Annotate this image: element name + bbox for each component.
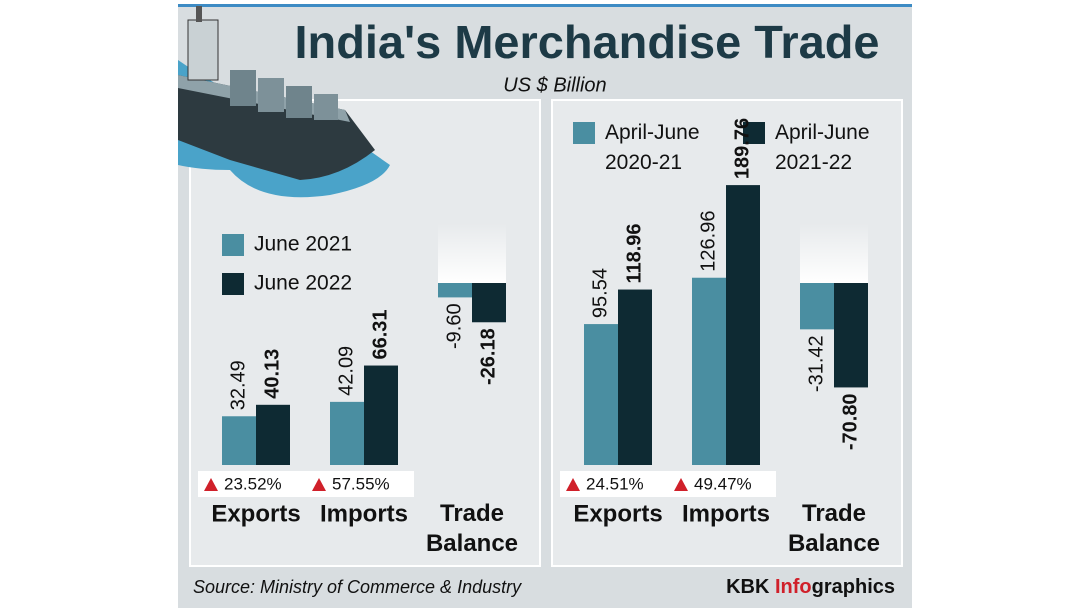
legend-label: April-June 2020-21 (605, 121, 700, 174)
change-box (668, 471, 776, 497)
change-box (306, 471, 414, 497)
category-label: Imports (320, 500, 408, 527)
value-label: 95.54 (589, 268, 611, 318)
category-label: Trade Balance (426, 500, 518, 557)
value-label: 118.96 (623, 223, 645, 283)
value-label: 32.49 (227, 360, 249, 410)
category-label: Exports (573, 500, 662, 527)
bar (726, 185, 760, 465)
bar (692, 277, 726, 465)
legend-swatch (573, 122, 595, 144)
legend-swatch (222, 234, 244, 256)
category-label: Imports (682, 500, 770, 527)
bar (618, 289, 652, 465)
up-triangle (204, 478, 218, 491)
bar (330, 401, 364, 465)
change-box (198, 471, 306, 497)
bar (256, 404, 290, 465)
title: India's Merchandise Trade (295, 16, 880, 68)
legend-swatch (222, 273, 244, 295)
value-label: 66.31 (369, 309, 391, 359)
bar (438, 283, 472, 298)
category-label: Exports (211, 500, 300, 527)
legend-label: April-June 2021-22 (775, 121, 870, 174)
up-triangle (312, 478, 326, 491)
baseline-fade (800, 223, 868, 283)
legend-label: June 2022 (254, 272, 352, 295)
change-box (560, 471, 668, 497)
bar (834, 283, 868, 388)
credit: KBK Infographics (726, 576, 895, 598)
change-label: 49.47% (694, 474, 752, 493)
up-triangle (674, 478, 688, 491)
bar (800, 283, 834, 330)
bar (584, 324, 618, 465)
bar (364, 365, 398, 465)
value-label: 42.09 (335, 346, 357, 396)
value-label: 126.96 (697, 211, 719, 272)
change-label: 24.51% (586, 474, 644, 493)
value-label: 189.76 (731, 118, 753, 179)
bar (222, 416, 256, 465)
up-triangle (566, 478, 580, 491)
value-label: -70.80 (839, 393, 861, 450)
ship-illustration (178, 6, 390, 198)
value-label: -9.60 (443, 303, 465, 349)
value-label: 40.13 (261, 349, 283, 399)
change-label: 23.52% (224, 474, 282, 493)
category-label: Trade Balance (788, 500, 880, 557)
legend-swatch (743, 122, 765, 144)
change-label: 57.55% (332, 474, 390, 493)
legend-label: June 2021 (254, 233, 352, 256)
value-label: -26.18 (477, 328, 499, 385)
baseline-fade (438, 223, 506, 283)
subtitle: US $ Billion (503, 74, 606, 96)
source: Source: Ministry of Commerce & Industry (193, 577, 522, 597)
bar (472, 283, 506, 323)
top-rule (178, 4, 912, 7)
value-label: -31.42 (805, 335, 827, 392)
